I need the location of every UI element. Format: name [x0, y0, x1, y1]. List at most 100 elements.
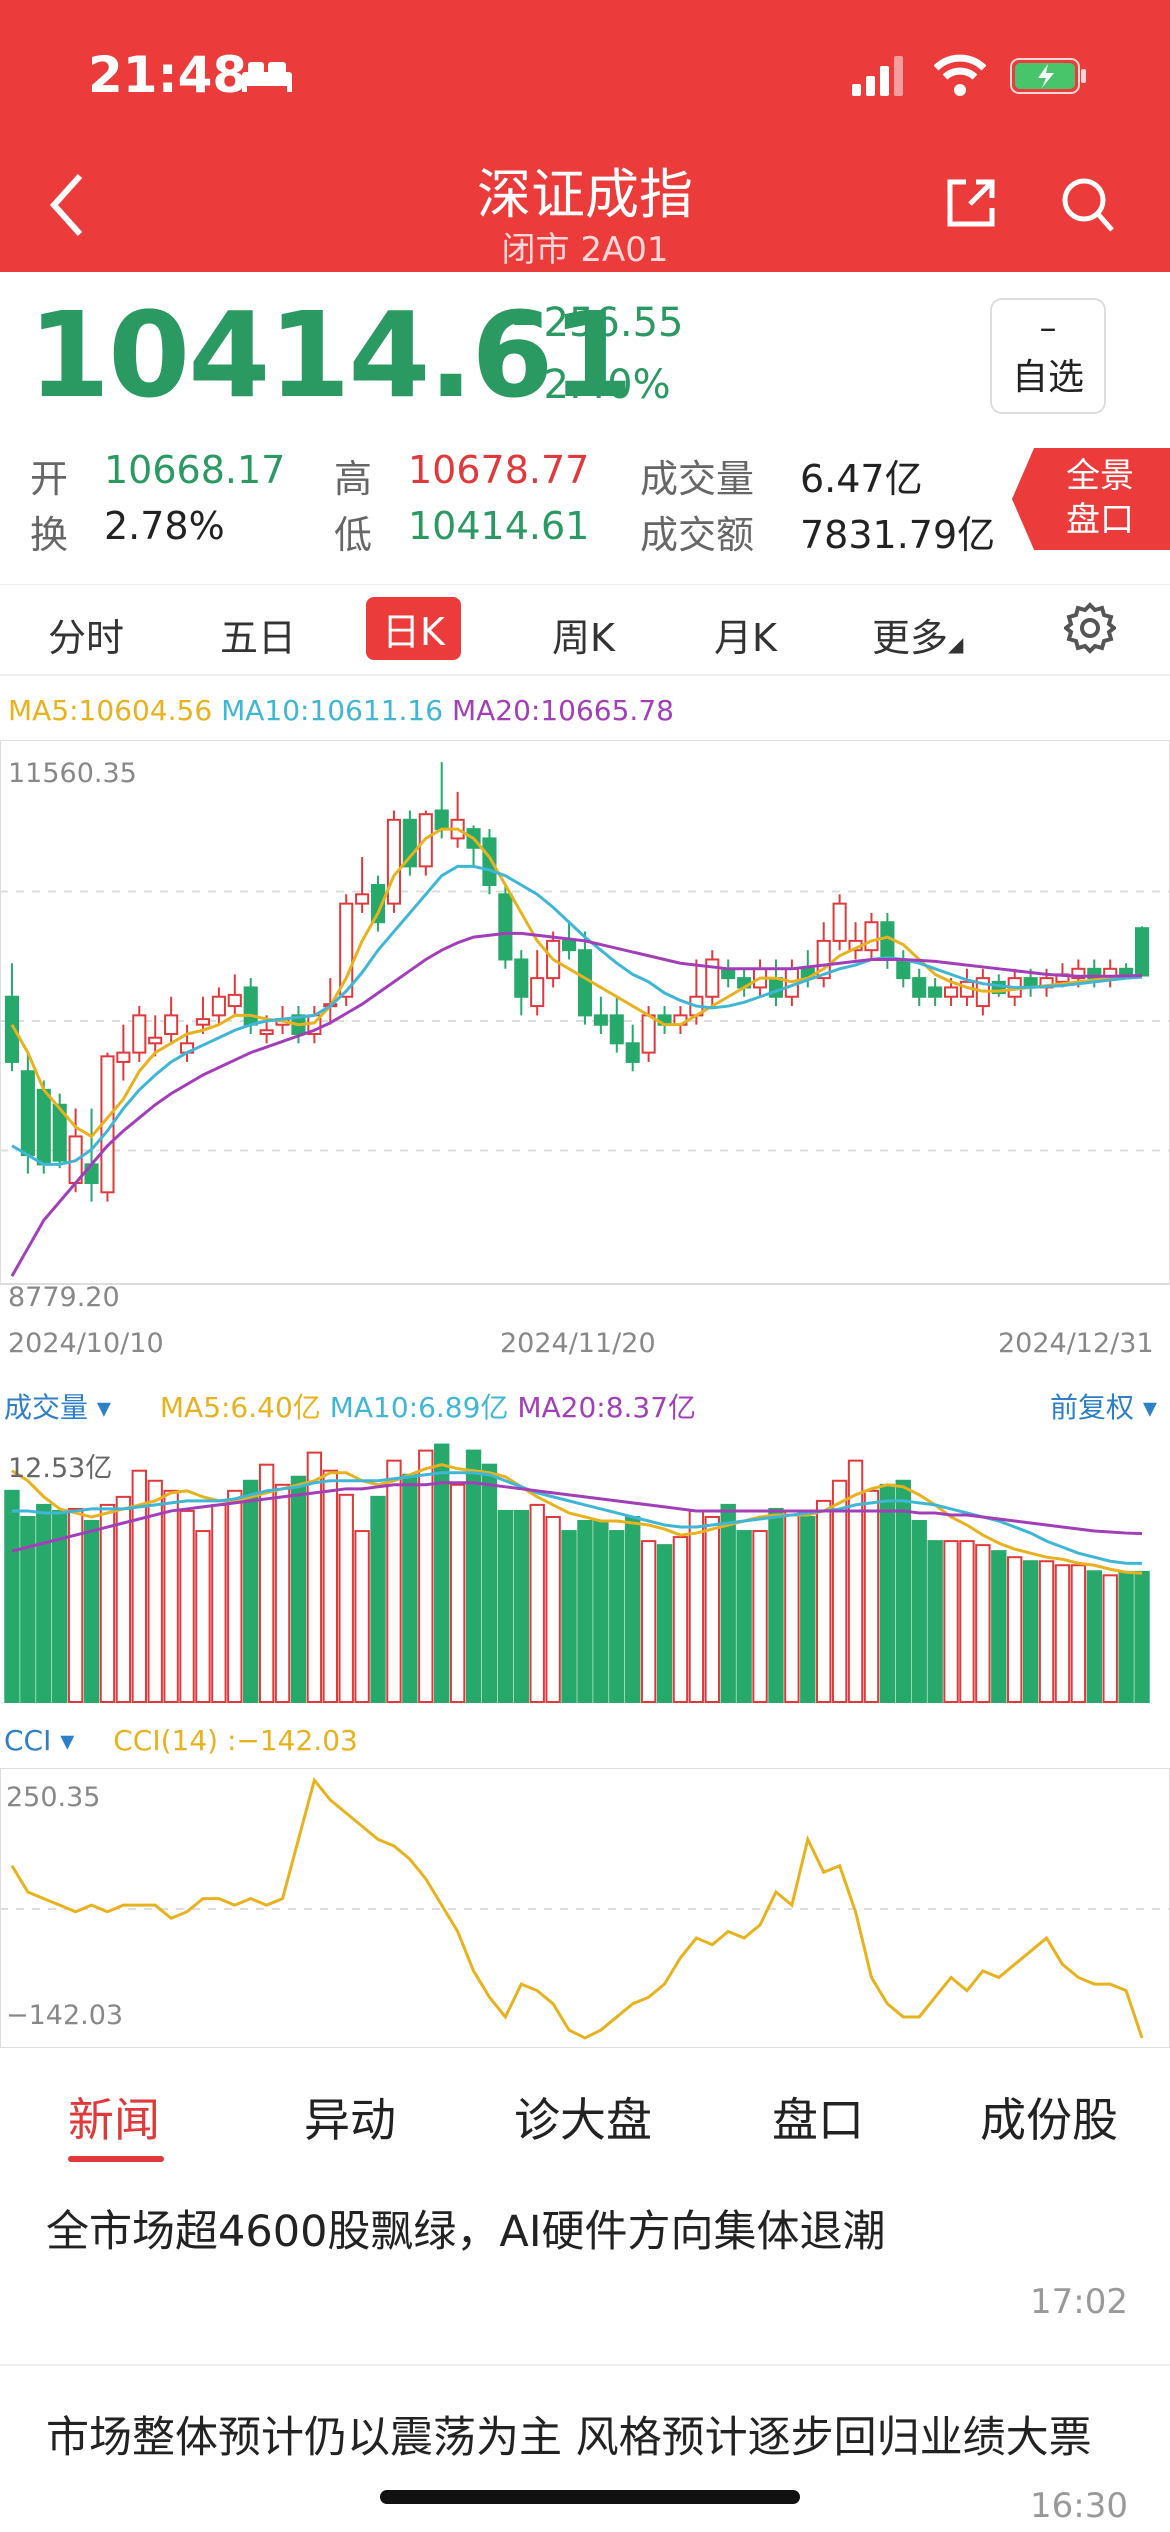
volume-ma5: MA5:6.40亿	[159, 1391, 321, 1424]
volume-bar	[991, 1550, 1007, 1703]
volume-bar	[704, 1515, 720, 1704]
candle-body	[530, 977, 545, 1008]
volume-indicator-selector[interactable]: 成交量 ▾	[4, 1391, 111, 1424]
kline-frame	[0, 740, 1170, 1285]
volume-bar	[1054, 1564, 1071, 1703]
candle-body	[148, 1036, 163, 1045]
volume-bar	[545, 1515, 561, 1704]
kline-chart[interactable]	[0, 740, 1170, 1320]
candle-body	[4, 995, 20, 1063]
cci-chart[interactable]	[0, 1768, 1170, 2048]
search-icon[interactable]	[1060, 176, 1116, 234]
cci-indicator-selector[interactable]: CCI ▾	[4, 1724, 75, 1757]
volume-bar	[67, 1507, 84, 1704]
candle-body	[259, 1029, 274, 1035]
tab-intraday[interactable]: 分时	[48, 616, 125, 660]
volume-bar	[1086, 1570, 1102, 1703]
candle-body	[514, 958, 529, 998]
candle-body	[36, 1088, 51, 1166]
tab-monthly-k[interactable]: 月K	[714, 616, 777, 660]
volume-bar	[816, 1499, 832, 1704]
volume-y-max: 12.53亿	[8, 1453, 113, 1484]
volume-bar	[975, 1544, 991, 1703]
volume-value: 6.47亿	[800, 457, 923, 501]
tab-movement[interactable]: 异动	[304, 2093, 396, 2147]
tab-weekly-k[interactable]: 周K	[552, 616, 615, 660]
tab-diagnosis[interactable]: 诊大盘	[514, 2093, 652, 2147]
volume-bar	[131, 1469, 147, 1703]
volume-bar	[115, 1495, 132, 1703]
volume-legend: 成交量 ▾ MA5:6.40亿 MA10:6.89亿 MA20:8.37亿	[4, 1386, 696, 1426]
add-to-watchlist-button[interactable]: – 自选	[990, 298, 1106, 414]
volume-bar	[640, 1540, 657, 1704]
amount-value: 7831.79亿	[800, 513, 996, 557]
news-item-title[interactable]: 全市场超4600股飘绿，AI硬件方向集体退潮	[46, 2207, 886, 2257]
market-status: 闭市 2A01	[501, 230, 669, 270]
back-icon[interactable]	[46, 170, 94, 240]
candle-body	[20, 1070, 35, 1157]
kline-x-mid: 2024/11/20	[500, 1328, 656, 1359]
tab-daily-k[interactable]: 日K	[366, 597, 461, 660]
volume-bar	[1038, 1560, 1055, 1703]
volume-bar	[402, 1473, 418, 1704]
candle-body	[561, 939, 577, 952]
turnover-label: 换	[30, 513, 69, 557]
adjust-mode-selector[interactable]: 前复权 ▾	[1050, 1391, 1157, 1424]
kline-x-end: 2024/12/31	[998, 1328, 1154, 1359]
volume-bar	[36, 1503, 52, 1703]
volume-bar	[752, 1530, 768, 1703]
volume-chart[interactable]	[0, 1430, 1170, 1710]
ma20-line	[10, 931, 1143, 1277]
candle-body	[943, 986, 959, 998]
panorama-label-1: 全景	[1066, 456, 1134, 496]
cci-line	[10, 1776, 1144, 2040]
tab-news[interactable]: 新闻	[68, 2093, 160, 2147]
news-item-title[interactable]: 市场整体预计仍以震荡为主 风格预计逐步回归业绩大票	[46, 2413, 1092, 2463]
candle-body	[1071, 967, 1086, 980]
ma5-line	[10, 827, 1143, 1139]
volume-bar	[354, 1530, 370, 1703]
volume-bar	[959, 1540, 975, 1704]
tab-five-day[interactable]: 五日	[220, 616, 297, 660]
volume-bar	[418, 1449, 434, 1704]
volume-ma20: MA20:8.37亿	[517, 1391, 697, 1424]
volume-bar	[1007, 1556, 1023, 1704]
cellular-signal-icon	[852, 56, 903, 96]
page-title: 深证成指	[477, 163, 693, 226]
tab-order-book[interactable]: 盘口	[772, 2093, 864, 2147]
open-label: 开	[30, 457, 69, 501]
candle-body	[896, 958, 911, 980]
panorama-button[interactable]: 全景 盘口	[1012, 448, 1170, 550]
volume-bar	[768, 1507, 784, 1704]
volume-bar	[290, 1475, 307, 1704]
candle-body	[1134, 927, 1150, 977]
volume-bar	[672, 1536, 689, 1703]
cci-y-max: 250.35	[6, 1782, 101, 1813]
volume-bar	[258, 1463, 275, 1703]
ma10-line	[11, 864, 1143, 1166]
candle-body	[386, 818, 402, 905]
volume-bar	[879, 1483, 896, 1704]
volume-bar	[720, 1503, 736, 1703]
volume-bar	[322, 1469, 338, 1703]
volume-bar	[895, 1479, 911, 1703]
volume-bar	[370, 1495, 386, 1703]
price-change-percent: −2.40%	[510, 362, 671, 408]
candle-body	[880, 921, 895, 961]
ma20-legend: MA20:10665.78	[451, 694, 674, 727]
volume-bar	[1102, 1574, 1118, 1704]
volume-bar	[513, 1509, 529, 1703]
volume-bar	[577, 1519, 593, 1703]
volume-bar	[386, 1459, 402, 1703]
tab-constituents[interactable]: 成份股	[980, 2093, 1118, 2147]
candle-body	[370, 883, 386, 924]
battery-icon	[1010, 58, 1086, 94]
settings-gear-icon[interactable]	[1064, 602, 1116, 654]
tab-more[interactable]: 更多◢	[872, 607, 963, 662]
share-icon[interactable]	[944, 176, 998, 230]
open-value: 10668.17	[104, 448, 286, 492]
volume-bar	[609, 1530, 625, 1703]
candle-body	[1087, 967, 1102, 980]
volume-bar	[449, 1483, 466, 1704]
period-tabs: 分时 五日 日K 周K 月K 更多◢	[0, 584, 1170, 676]
